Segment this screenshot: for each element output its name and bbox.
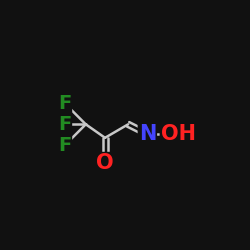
Text: F: F bbox=[58, 136, 71, 155]
Text: F: F bbox=[58, 115, 71, 134]
Text: OH: OH bbox=[161, 124, 196, 144]
Text: O: O bbox=[96, 153, 114, 173]
Text: F: F bbox=[58, 94, 71, 113]
Text: N: N bbox=[139, 124, 156, 144]
